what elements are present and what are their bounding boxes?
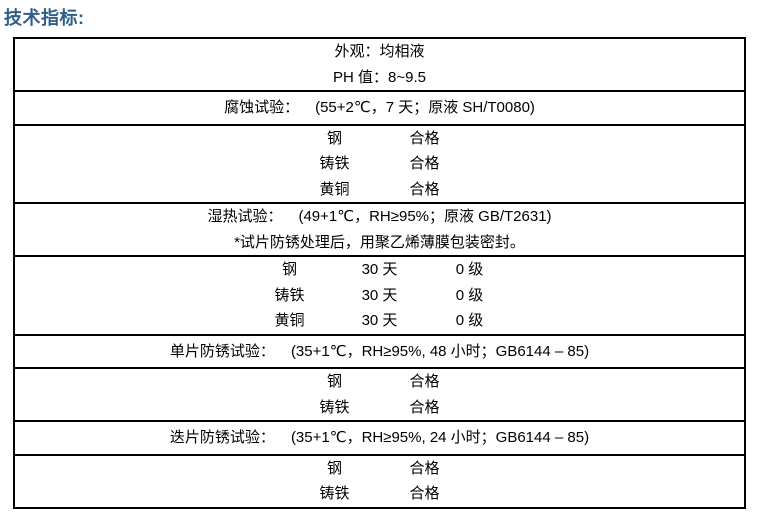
page-title: 技术指标: [4, 8, 85, 28]
spec-col: 0 级 [455, 312, 484, 329]
spec-line: 迭片防锈试验： (35+1℃，RH≥95%, 24 小时；GB6144 – 85) [15, 425, 744, 451]
table-row: 外观：均相液 PH 值：8~9.5 [15, 39, 744, 92]
spec-value: (35+1℃，RH≥95%, 48 小时；GB6144 – 85) [290, 342, 590, 360]
spec-line: 钢 合格 [15, 369, 744, 395]
table-row: 钢合格 铸铁 合格 [15, 456, 744, 507]
spec-col: 钢 [326, 373, 342, 390]
spec-col: 铸铁 [319, 485, 350, 502]
spec-col: 30 天 [361, 286, 398, 304]
spec-line: 铸铁 30 天 0 级 [15, 283, 744, 309]
spec-line: 铸铁 合格 [15, 481, 744, 507]
spec-line: 湿热试验： (49+1℃，RH≥95%；原液 GB/T2631) [15, 204, 744, 230]
spec-line: 钢 30 天 0 级 [15, 257, 744, 283]
spec-line: 黄铜 30 天 0 级 [15, 308, 744, 334]
spec-value: (55+2℃，7 天；原液 SH/T0080) [315, 99, 535, 116]
spec-col: 黄铜 [319, 180, 350, 198]
spec-col: 黄铜 [274, 312, 305, 329]
spec-line: *试片防锈处理后，用聚乙烯薄膜包装密封。 [234, 233, 525, 251]
table-row: 钢合格 铸铁 合格 [15, 369, 744, 422]
table-row: 钢合格 铸铁 合格 黄铜 合格 [15, 126, 744, 204]
spec-line: 铸铁 合格 [15, 151, 744, 177]
spec-line: 腐蚀试验： (55+2℃，7 天；原液 SH/T0080) [15, 95, 744, 121]
spec-line: PH 值：8~9.5 [333, 68, 426, 86]
spec-col: 合格 [409, 180, 440, 198]
spec-col: 合格 [409, 398, 440, 416]
spec-col: 钢 [326, 459, 342, 477]
spec-col: 30 天 [361, 261, 398, 278]
table-row: 腐蚀试验： (55+2℃，7 天；原液 SH/T0080) [15, 92, 744, 126]
spec-col: 合格 [409, 459, 440, 477]
spec-table: 外观：均相液 PH 值：8~9.5 腐蚀试验： (55+2℃，7 天；原液 SH/T0… [13, 37, 746, 509]
spec-col: 钢 [281, 261, 297, 278]
spec-col: 合格 [409, 155, 440, 172]
spec-col: 铸铁 [319, 155, 350, 172]
spec-line: 黄铜 合格 [15, 177, 744, 203]
spec-col: 铸铁 [274, 286, 305, 304]
spec-col: 0 级 [455, 286, 484, 304]
spec-col: 钢 [326, 129, 342, 147]
spec-label: 单片防锈试验： [169, 342, 275, 360]
spec-col: 30 天 [361, 312, 398, 329]
spec-label: 湿热试验： [207, 208, 283, 225]
spec-line: 铸铁 合格 [15, 395, 744, 421]
spec-col: 合格 [409, 373, 440, 390]
spec-label: 腐蚀试验： [224, 99, 300, 116]
spec-line: 钢 合格 [15, 126, 744, 152]
spec-col: 合格 [409, 129, 440, 147]
spec-line: 钢 合格 [15, 456, 744, 482]
spec-line: 外观：均相液 [334, 43, 425, 60]
spec-value: (49+1℃，RH≥95%；原液 GB/T2631) [298, 208, 552, 225]
spec-line: 单片防锈试验： (35+1℃，RH≥95%, 48 小时；GB6144 – 85) [15, 339, 744, 365]
table-row: 单片防锈试验： (35+1℃，RH≥95%, 48 小时；GB6144 – 85) [15, 336, 744, 369]
spec-col: 合格 [409, 485, 440, 502]
spec-value: (35+1℃，RH≥95%, 24 小时；GB6144 – 85) [290, 429, 590, 446]
spec-col: 0 级 [455, 261, 484, 278]
spec-label: 迭片防锈试验： [169, 429, 275, 446]
spec-col: 铸铁 [319, 398, 350, 416]
table-row: 湿热试验： (49+1℃，RH≥95%；原液 GB/T2631) *试片防锈处理后，… [15, 204, 744, 257]
table-row: 迭片防锈试验： (35+1℃，RH≥95%, 24 小时；GB6144 – 85) [15, 422, 744, 456]
